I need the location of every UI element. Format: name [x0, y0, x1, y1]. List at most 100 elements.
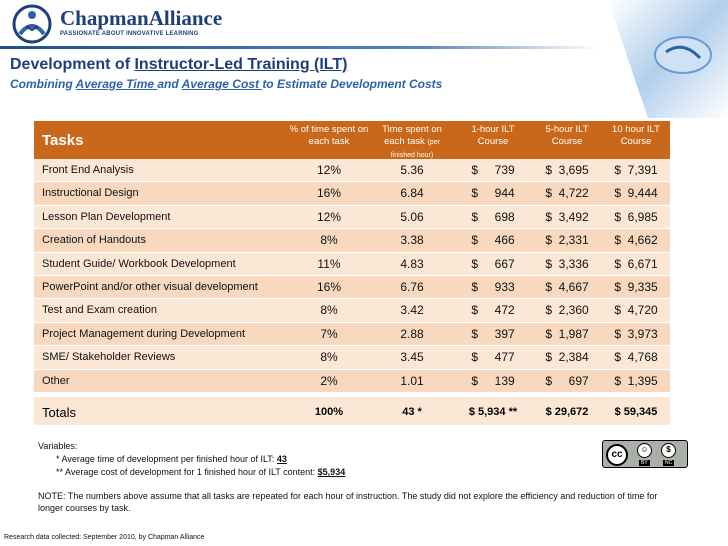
- cell-1hr: $ 477: [471, 350, 515, 365]
- cell-10hr: $ 6,985: [614, 209, 658, 224]
- cell-time: 6.84: [400, 186, 424, 201]
- note-text: NOTE: The numbers above assume that all …: [38, 491, 658, 513]
- table-row: Instructional Design 16% 6.84 $ 944 $ 4,722 $…: [34, 182, 670, 206]
- cell-5hr: $ 4,667: [545, 279, 589, 294]
- cell-task: Lesson Plan Development: [42, 210, 171, 223]
- cell-1hr: $ 667: [471, 256, 515, 271]
- cell-pct: 8%: [320, 233, 338, 248]
- header-time-line2a: each task: [384, 136, 428, 147]
- table-row: Front End Analysis 12% 5.36 $ 739 $ 3,695 $ 7…: [34, 159, 670, 183]
- header-1hr: 1-hour ILT Course: [454, 124, 532, 148]
- subtitle-part: to Estimate Development Costs: [262, 77, 443, 91]
- header-time: Time spent on each task (per finished ho…: [372, 124, 452, 162]
- cell-10hr: $ 4,768: [614, 350, 658, 365]
- table-row: PowerPoint and/or other visual developme…: [34, 275, 670, 300]
- header-tasks: Tasks: [42, 132, 84, 149]
- cell-5hr: $ 3,695: [545, 163, 589, 177]
- cell-10hr: $ 3,973: [614, 326, 658, 341]
- cell-5hr: $ 697: [545, 373, 589, 388]
- table-row: Other 2% 1.01 $ 139 $ 697 $ 1,395: [34, 369, 670, 393]
- cell-task: Project Management during Development: [42, 327, 246, 340]
- cell-task: Creation of Handouts: [42, 234, 146, 247]
- cell-1hr: $ 139: [471, 373, 515, 388]
- header-pct-line1: % of time spent on: [289, 124, 369, 135]
- cell-pct: 16%: [316, 186, 342, 201]
- header-1hr-line1: 1-hour ILT: [471, 124, 515, 135]
- subtitle-part: and: [157, 77, 182, 91]
- footer-text: Research data collected: September 2010,…: [4, 534, 205, 541]
- brand-tagline: PASSIONATE ABOUT INNOVATIVE LEARNING: [60, 31, 199, 37]
- variable-time: * Average time of development per finish…: [38, 453, 345, 466]
- variables-block: Variables: * Average time of development…: [38, 440, 345, 479]
- cell-pct: 7%: [320, 326, 338, 341]
- subtitle-average-cost: Average Cost: [181, 77, 263, 91]
- cell-10hr: $ 7,391: [614, 163, 658, 177]
- brand-logo: ChapmanAlliance PASSIONATE ABOUT INNOVAT…: [10, 4, 223, 44]
- variable-cost-value: $5,934: [317, 467, 346, 477]
- cell-time: 3.42: [400, 303, 424, 318]
- table-body: Front End Analysis 12% 5.36 $ 739 $ 3,695 $ 7…: [34, 159, 670, 393]
- page-subtitle: Combining Average Time and Average Cost …: [10, 77, 442, 91]
- title-prefix: Development of: [10, 56, 135, 73]
- totals-row: Totals 100% 43 * $ 5,934 ** $ 29,672 $ 5…: [34, 392, 670, 425]
- header-pct: % of time spent on each task: [286, 124, 372, 148]
- corner-decoration: [588, 0, 728, 118]
- cell-5hr: $ 2,360: [545, 303, 589, 318]
- cell-task: Test and Exam creation: [42, 304, 157, 317]
- header-5hr-line1: 5-hour ILT: [545, 124, 589, 135]
- header-pct-line2: each task: [308, 136, 350, 147]
- totals-pct: 100%: [314, 405, 344, 418]
- page-title: Development of Instructor-Led Training (…: [10, 56, 348, 74]
- cell-task: Instructional Design: [42, 187, 139, 200]
- table-row: Test and Exam creation 8% 3.42 $ 472 $ 2,360…: [34, 299, 670, 323]
- cell-1hr: $ 739: [471, 163, 515, 177]
- totals-label: Totals: [42, 404, 76, 420]
- cell-pct: 8%: [320, 350, 338, 365]
- cell-5hr: $ 2,331: [545, 233, 589, 248]
- title-underlined: Instructor-Led Training (ILT): [134, 56, 348, 73]
- totals-1hr: $ 5,934 **: [468, 405, 518, 418]
- totals-10hr: $ 59,345: [614, 405, 658, 418]
- cell-10hr: $ 4,662: [614, 233, 658, 248]
- cell-1hr: $ 472: [471, 303, 515, 318]
- cell-1hr: $ 933: [471, 279, 515, 294]
- totals-time: 43 *: [402, 405, 422, 418]
- subtitle-part: Combining: [10, 77, 76, 91]
- cell-time: 5.36: [400, 163, 424, 177]
- cell-5hr: $ 2,384: [545, 350, 589, 365]
- cell-1hr: $ 944: [471, 186, 515, 201]
- cell-time: 5.06: [400, 209, 424, 224]
- header-time-line3: finished hour): [390, 152, 434, 159]
- header-5hr: 5-hour ILT Course: [532, 124, 602, 148]
- cc-icon: cc: [606, 444, 628, 466]
- cell-time: 3.38: [400, 233, 424, 248]
- variable-cost-label: ** Average cost of development for 1 fin…: [56, 467, 318, 477]
- cell-task: PowerPoint and/or other visual developme…: [42, 280, 258, 293]
- table-row: Lesson Plan Development 12% 5.06 $ 698 $ 3,4…: [34, 205, 670, 230]
- header-10hr-line2: Course: [620, 136, 652, 147]
- cell-5hr: $ 1,987: [545, 326, 589, 341]
- cell-task: Front End Analysis: [42, 164, 134, 176]
- variable-time-label: * Average time of development per finish…: [56, 454, 277, 464]
- table-header: Tasks % of time spent on each task Time …: [34, 121, 670, 159]
- creative-commons-badge: cc ☺ $ BY NC: [602, 440, 688, 468]
- table-row: Creation of Handouts 8% 3.38 $ 466 $ 2,331 $ …: [34, 229, 670, 253]
- cell-task: Student Guide/ Workbook Development: [42, 257, 236, 270]
- header-time-line2b: (per: [427, 139, 440, 146]
- variable-cost: ** Average cost of development for 1 fin…: [38, 466, 345, 479]
- cell-5hr: $ 3,492: [545, 209, 589, 224]
- variables-heading: Variables:: [38, 441, 78, 451]
- cell-task: SME/ Stakeholder Reviews: [42, 351, 176, 364]
- cell-1hr: $ 397: [471, 326, 515, 341]
- header-10hr: 10 hour ILT Course: [602, 124, 670, 148]
- nc-label: NC: [663, 460, 675, 466]
- cell-time: 3.45: [400, 350, 424, 365]
- cell-task: Other: [42, 374, 70, 387]
- cell-10hr: $ 9,335: [614, 279, 658, 294]
- cell-pct: 2%: [320, 373, 338, 388]
- cell-time: 6.76: [400, 279, 424, 294]
- cell-pct: 12%: [316, 163, 342, 177]
- cell-time: 1.01: [400, 373, 424, 388]
- brand-name: ChapmanAlliance: [60, 6, 223, 30]
- cell-pct: 12%: [316, 209, 342, 224]
